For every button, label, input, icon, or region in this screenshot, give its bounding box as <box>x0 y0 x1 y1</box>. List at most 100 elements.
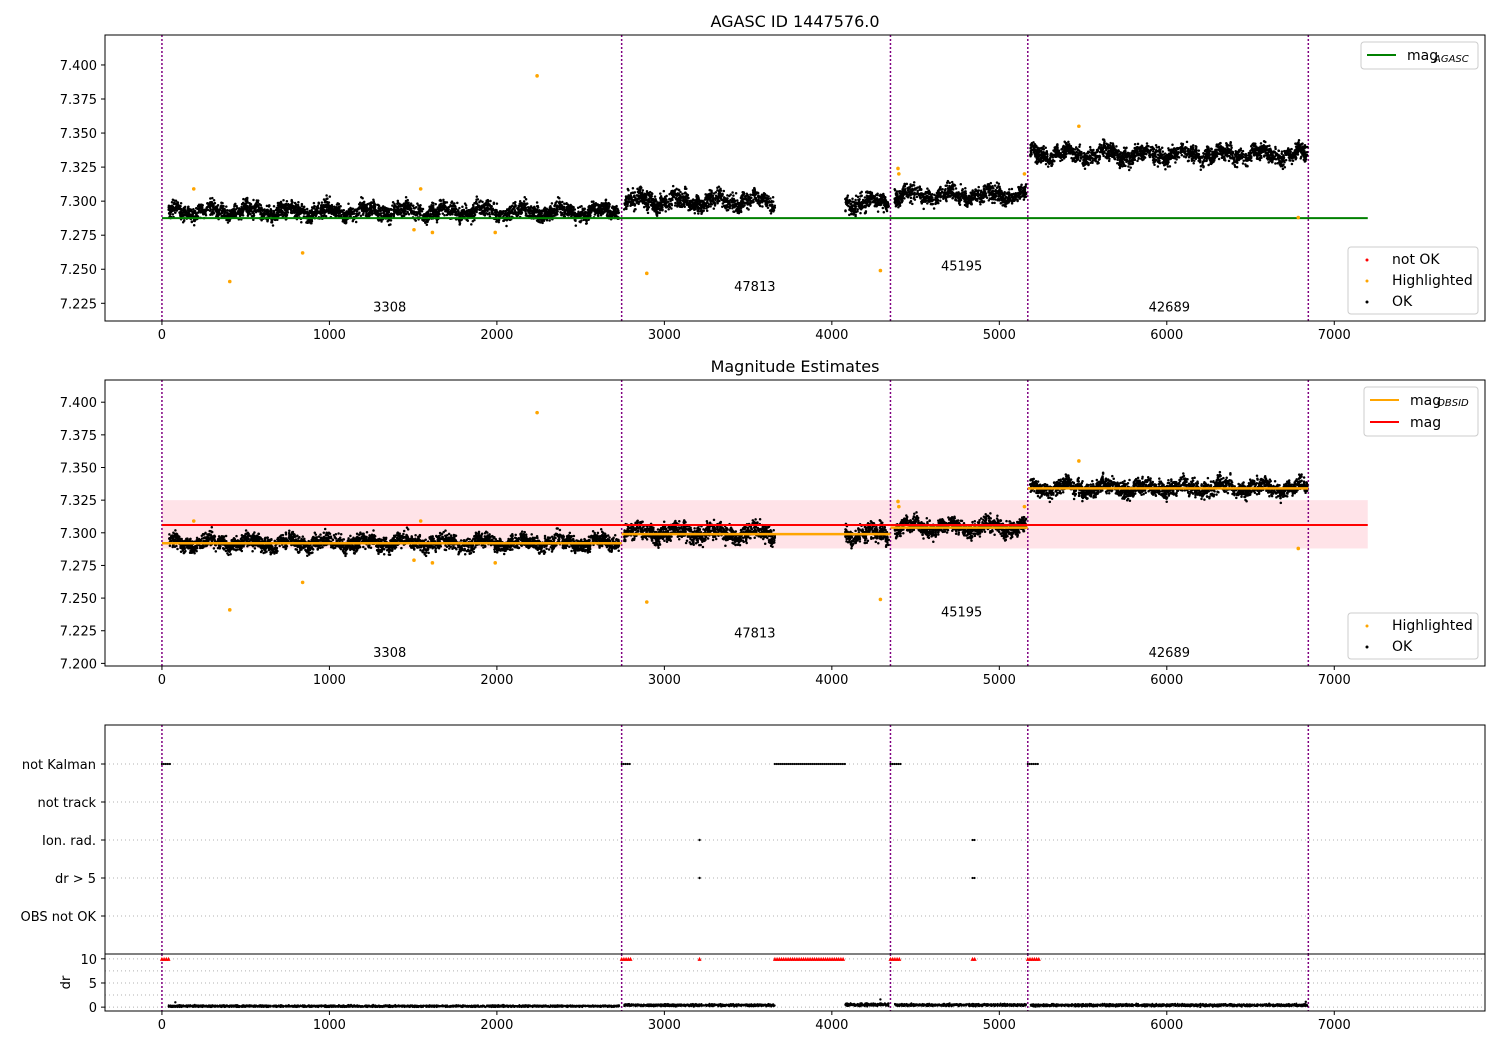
ok-point <box>179 210 182 214</box>
ok-point <box>282 199 285 202</box>
ok-point <box>611 211 615 215</box>
ok-point <box>859 207 863 211</box>
ok-point <box>365 206 368 209</box>
ok-point <box>707 196 711 199</box>
ok-point <box>639 188 642 191</box>
ok-point <box>290 211 294 215</box>
ok-point <box>542 219 546 223</box>
ok-point <box>320 203 324 207</box>
ok-point <box>854 194 858 198</box>
ok-point <box>636 187 639 191</box>
ok-point <box>574 219 577 222</box>
ok-point <box>928 196 931 199</box>
ok-point <box>604 208 607 211</box>
ok-point <box>285 200 289 203</box>
ok-point <box>688 199 692 203</box>
ok-point <box>272 214 276 218</box>
ok-point <box>257 204 260 208</box>
ok-point <box>558 200 561 204</box>
ok-point <box>597 214 600 218</box>
ok-point <box>550 202 554 205</box>
ok-point <box>979 203 982 206</box>
ok-point <box>863 196 867 199</box>
ok-point <box>215 213 218 217</box>
ok-point <box>744 202 748 205</box>
ok-point <box>290 198 293 202</box>
ok-point <box>215 211 218 214</box>
ok-point <box>584 222 588 225</box>
ok-point <box>452 202 455 205</box>
ok-point <box>303 210 307 214</box>
ok-point <box>453 207 456 211</box>
ok-point <box>342 213 346 216</box>
ok-point <box>505 213 509 217</box>
ok-point <box>872 199 876 202</box>
ok-point <box>846 196 849 199</box>
ok-point <box>769 197 772 200</box>
ok-point <box>857 202 860 206</box>
ok-point <box>656 201 659 205</box>
ok-point <box>942 195 946 198</box>
ok-point <box>285 209 289 212</box>
ok-point <box>686 197 689 200</box>
ok-point <box>884 196 887 199</box>
ok-point <box>612 207 615 210</box>
ok-point <box>581 207 585 211</box>
ok-point <box>244 202 247 206</box>
ok-point <box>182 211 185 214</box>
ok-point <box>272 211 275 214</box>
ok-point <box>653 195 657 198</box>
ok-point <box>335 206 338 209</box>
ok-point <box>501 211 505 215</box>
ok-point <box>435 221 439 224</box>
ok-point <box>714 191 718 194</box>
ok-point <box>310 208 313 212</box>
ok-point <box>326 197 329 200</box>
ok-point <box>984 185 988 189</box>
ok-point <box>225 208 229 212</box>
ok-point <box>509 211 513 215</box>
ok-point <box>569 210 572 214</box>
ok-point <box>293 211 297 214</box>
ok-point <box>631 201 634 205</box>
ok-point <box>991 184 994 188</box>
ok-point <box>563 212 567 215</box>
ok-point <box>390 208 393 211</box>
ok-point <box>354 220 358 224</box>
ok-point <box>672 195 676 199</box>
ok-point <box>461 209 464 212</box>
ok-point <box>685 187 688 190</box>
ok-point <box>313 205 316 208</box>
ok-point <box>492 201 496 204</box>
ok-point <box>643 202 647 205</box>
ok-point <box>358 211 361 214</box>
ok-point <box>702 205 706 209</box>
ok-point <box>249 208 252 212</box>
ok-point <box>349 207 353 211</box>
ok-point <box>991 197 994 200</box>
ok-point <box>965 196 969 199</box>
ok-point <box>893 187 896 191</box>
ok-point <box>1010 202 1014 205</box>
ok-point <box>909 183 912 186</box>
ok-point <box>416 211 419 215</box>
ok-point <box>616 207 619 210</box>
ok-point <box>225 214 229 218</box>
ok-point <box>709 200 712 203</box>
ok-point <box>495 210 499 214</box>
ok-point <box>972 193 976 197</box>
ok-point <box>455 213 458 217</box>
ok-point <box>285 204 288 207</box>
ok-point <box>362 212 365 215</box>
ok-point <box>277 207 280 210</box>
ok-point <box>257 208 260 211</box>
ok-point <box>631 186 635 190</box>
ok-point <box>747 195 751 199</box>
ok-point <box>646 191 649 194</box>
ok-point <box>716 189 719 192</box>
ok-point <box>731 191 734 194</box>
ok-point <box>446 207 450 210</box>
ok-point <box>646 211 650 215</box>
ok-point <box>385 206 388 210</box>
